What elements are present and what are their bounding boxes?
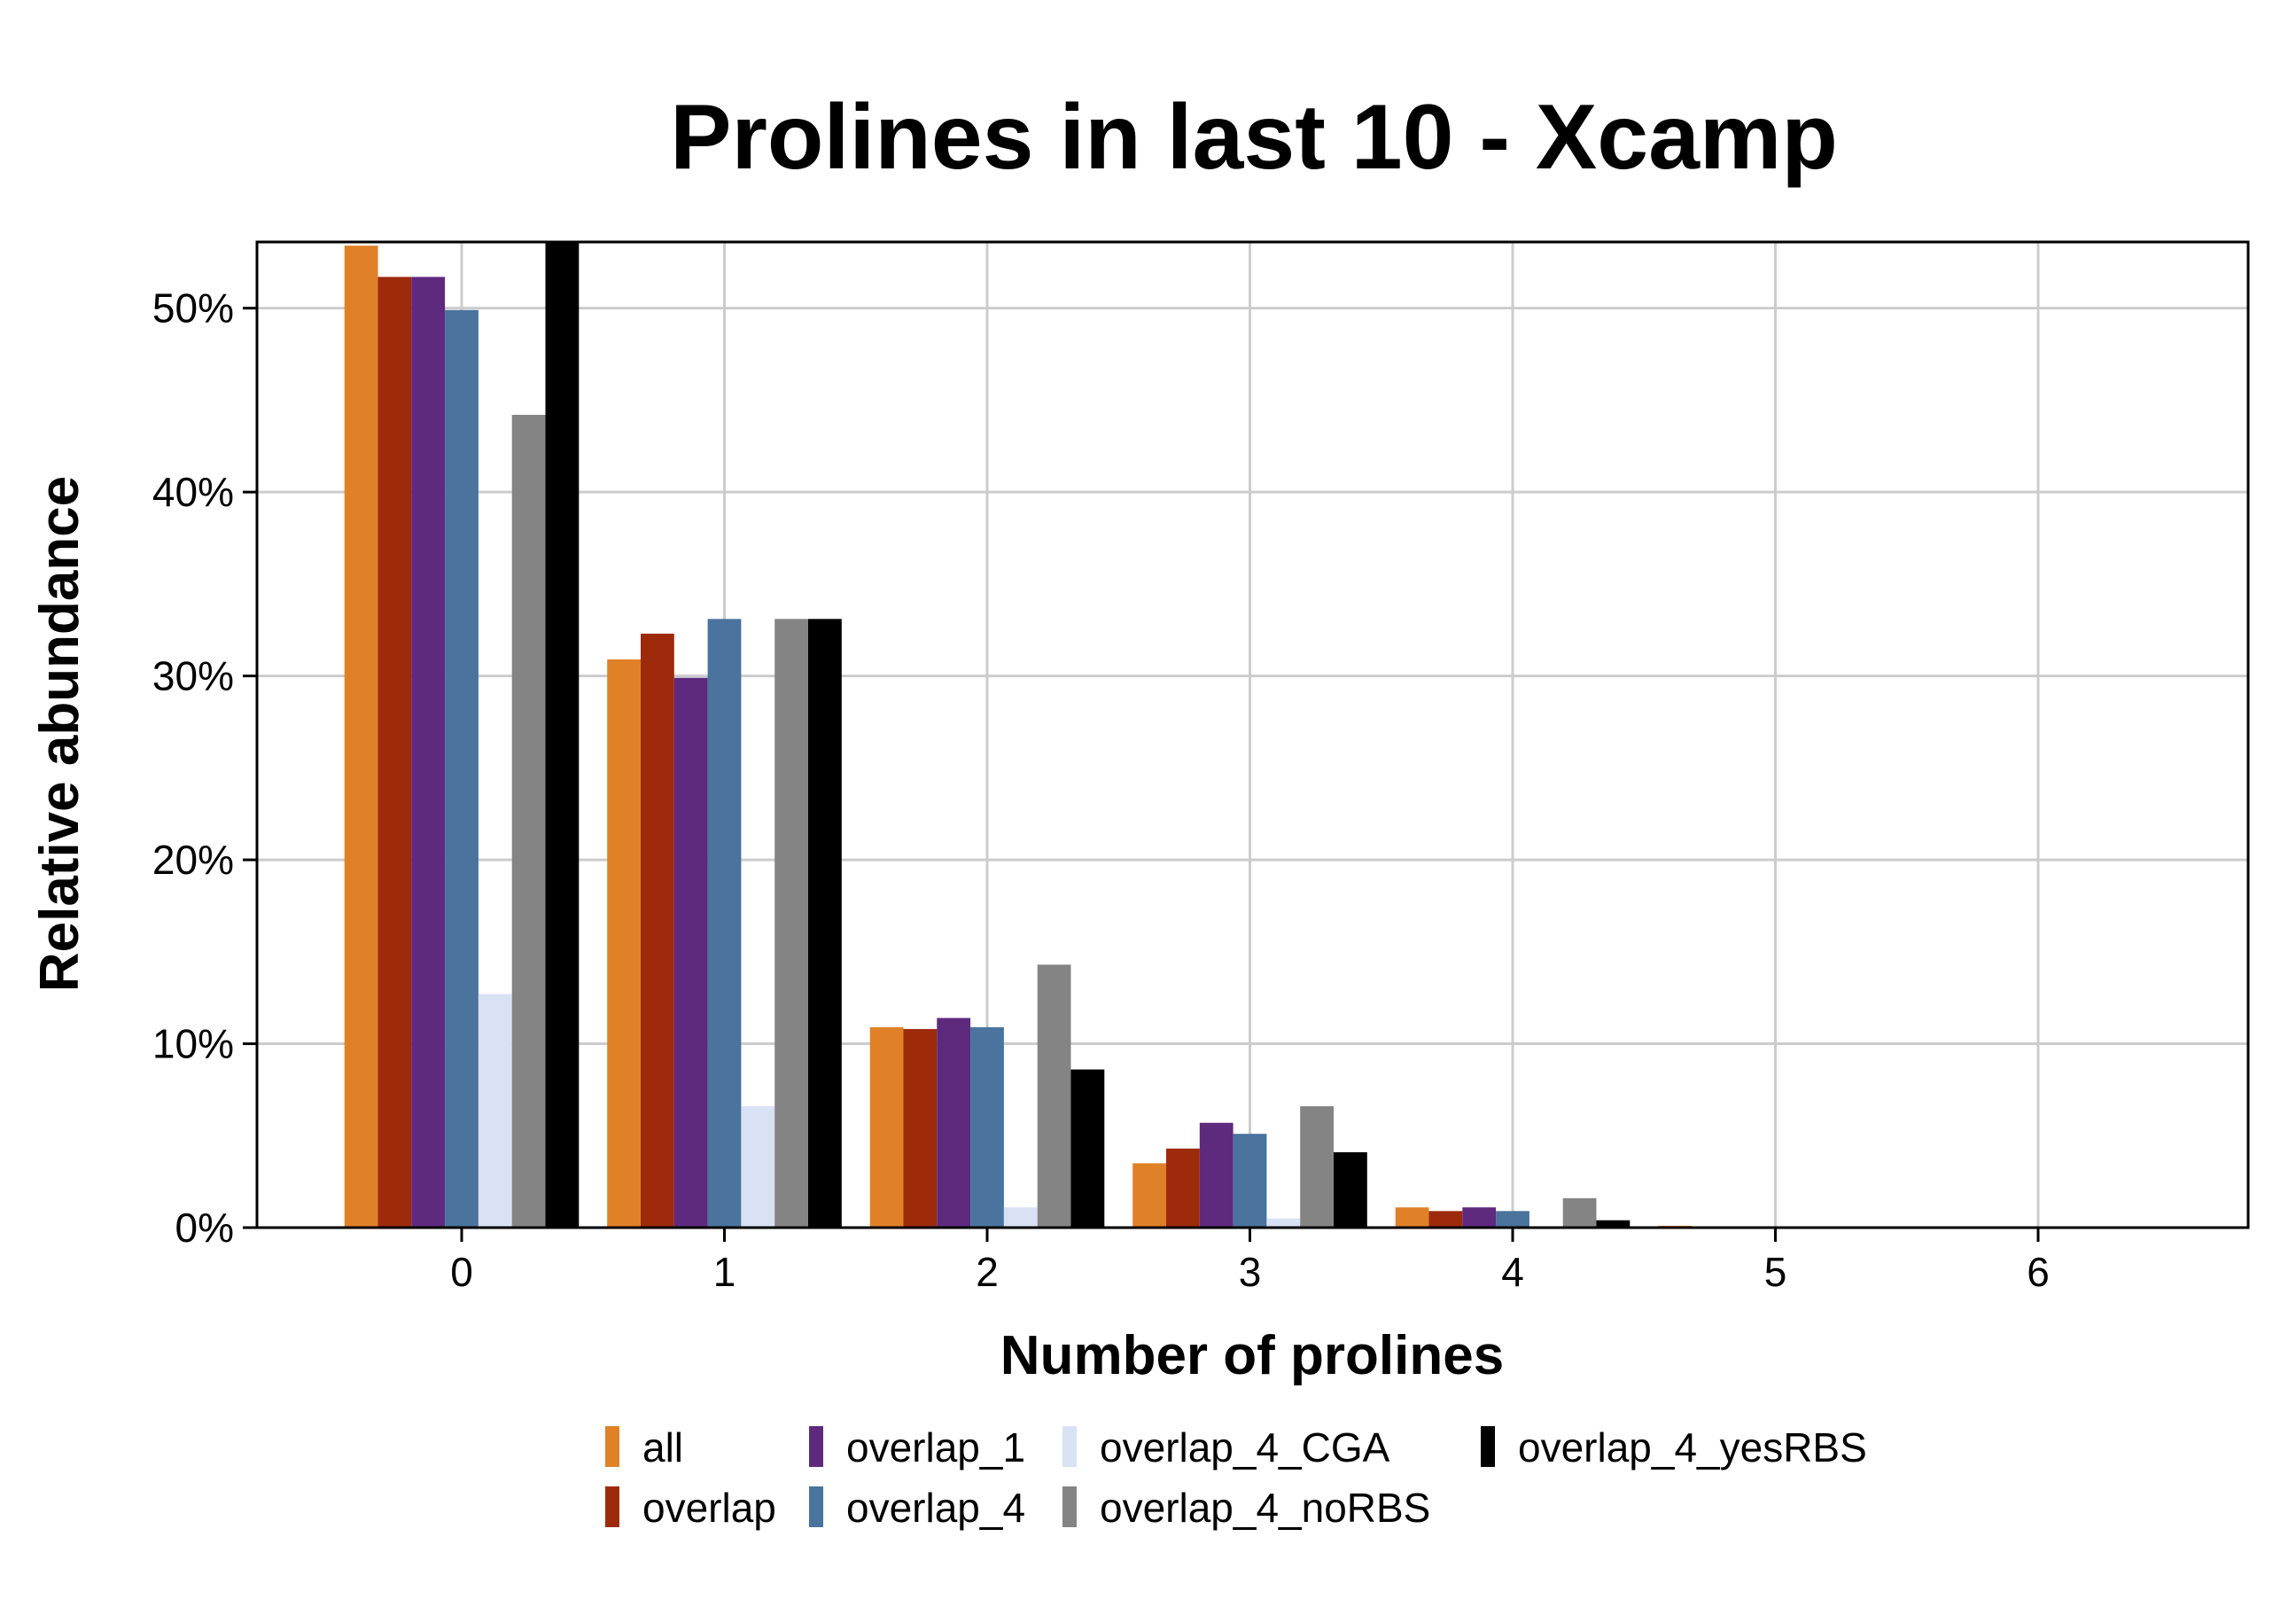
y-tick-label: 0% <box>175 1205 234 1251</box>
y-tick-label: 40% <box>152 469 234 515</box>
bar-overlap_4-2 <box>970 1026 1004 1228</box>
bar-overlap_4_noRBS-4 <box>1562 1197 1597 1228</box>
y-tick-label: 30% <box>152 653 234 699</box>
grid-lines <box>257 242 2248 1229</box>
bar-overlap_4_CGA-1 <box>741 1106 775 1228</box>
x-axis-ticks: 0 1 2 3 4 5 6 <box>450 1228 2050 1295</box>
bars <box>344 243 1692 1228</box>
x-tick-label: 5 <box>1764 1249 1787 1295</box>
legend-label: all <box>642 1424 683 1470</box>
plot-frame <box>255 240 2250 1229</box>
legend-label: overlap_4_CGA <box>1100 1424 1390 1470</box>
legend-label: overlap <box>642 1485 776 1531</box>
bar-all-1 <box>607 659 641 1228</box>
bar-overlap_4-1 <box>707 619 742 1228</box>
bar-overlap_4_noRBS-0 <box>511 415 546 1228</box>
bar-overlap-3 <box>1166 1148 1200 1228</box>
x-tick-label: 1 <box>713 1249 736 1295</box>
bar-all-0 <box>344 246 378 1228</box>
x-tick-label: 3 <box>1239 1249 1262 1295</box>
y-axis-ticks: 0% 10% 20% 30% 40% 50% <box>152 285 257 1251</box>
bar-overlap_4_yesRBS-1 <box>808 619 842 1228</box>
legend-swatch <box>809 1426 823 1467</box>
bar-overlap_1-3 <box>1199 1122 1234 1228</box>
bar-overlap_4_noRBS-2 <box>1037 964 1071 1228</box>
y-tick-label: 50% <box>152 285 234 332</box>
bar-overlap_1-1 <box>673 677 708 1228</box>
legend-swatch <box>1062 1426 1077 1467</box>
x-tick-label: 0 <box>450 1249 473 1295</box>
bar-overlap_4_yesRBS-0 <box>545 243 580 1228</box>
x-axis-label: Number of prolines <box>1000 1325 1504 1386</box>
bar-overlap_1-4 <box>1462 1207 1497 1228</box>
bar-overlap-0 <box>377 277 412 1228</box>
bar-all-4 <box>1395 1207 1429 1228</box>
x-tick-label: 2 <box>976 1249 999 1295</box>
chart-title: Prolines in last 10 - Xcamp <box>670 86 1838 189</box>
bar-all-3 <box>1132 1163 1166 1228</box>
bar-overlap_4_yesRBS-3 <box>1334 1151 1367 1228</box>
legend-swatch <box>809 1486 823 1527</box>
bar-overlap_4_yesRBS-2 <box>1070 1069 1105 1228</box>
legend-swatch <box>605 1486 619 1527</box>
y-axis-label: Relative abundance <box>29 476 90 992</box>
bar-overlap_4-4 <box>1496 1211 1529 1228</box>
legend-swatch <box>605 1426 619 1467</box>
bar-overlap_4_yesRBS-4 <box>1596 1220 1631 1228</box>
bar-overlap_1-2 <box>937 1018 971 1228</box>
bar-overlap_4_noRBS-1 <box>774 619 808 1228</box>
bar-overlap_4-0 <box>445 309 479 1228</box>
bar-overlap_1-0 <box>411 277 446 1228</box>
bar-overlap-2 <box>903 1028 938 1228</box>
y-tick-label: 20% <box>152 837 234 883</box>
legend-label: overlap_4_noRBS <box>1100 1485 1430 1531</box>
bar-overlap-1 <box>641 633 674 1228</box>
bar-overlap_4_CGA-2 <box>1003 1207 1038 1228</box>
legend-label: overlap_1 <box>846 1424 1025 1470</box>
legend-label: overlap_4 <box>846 1485 1025 1531</box>
legend-swatch <box>1481 1426 1495 1467</box>
bar-overlap_4_CGA-3 <box>1266 1218 1301 1228</box>
legend: all overlap overlap_1 overlap_4 overlap_4_CG… <box>605 1424 1867 1531</box>
x-tick-label: 4 <box>1501 1249 1524 1295</box>
legend-swatch <box>1062 1486 1077 1527</box>
bar-overlap_4_noRBS-3 <box>1300 1106 1334 1228</box>
bar-overlap-4 <box>1428 1211 1463 1228</box>
legend-label: overlap_4_yesRBS <box>1518 1424 1867 1470</box>
x-tick-label: 6 <box>2027 1249 2050 1295</box>
bar-overlap_4_CGA-0 <box>478 994 512 1228</box>
bar-overlap_4-3 <box>1233 1134 1267 1228</box>
y-tick-label: 10% <box>152 1021 234 1067</box>
bar-all-2 <box>869 1026 904 1228</box>
